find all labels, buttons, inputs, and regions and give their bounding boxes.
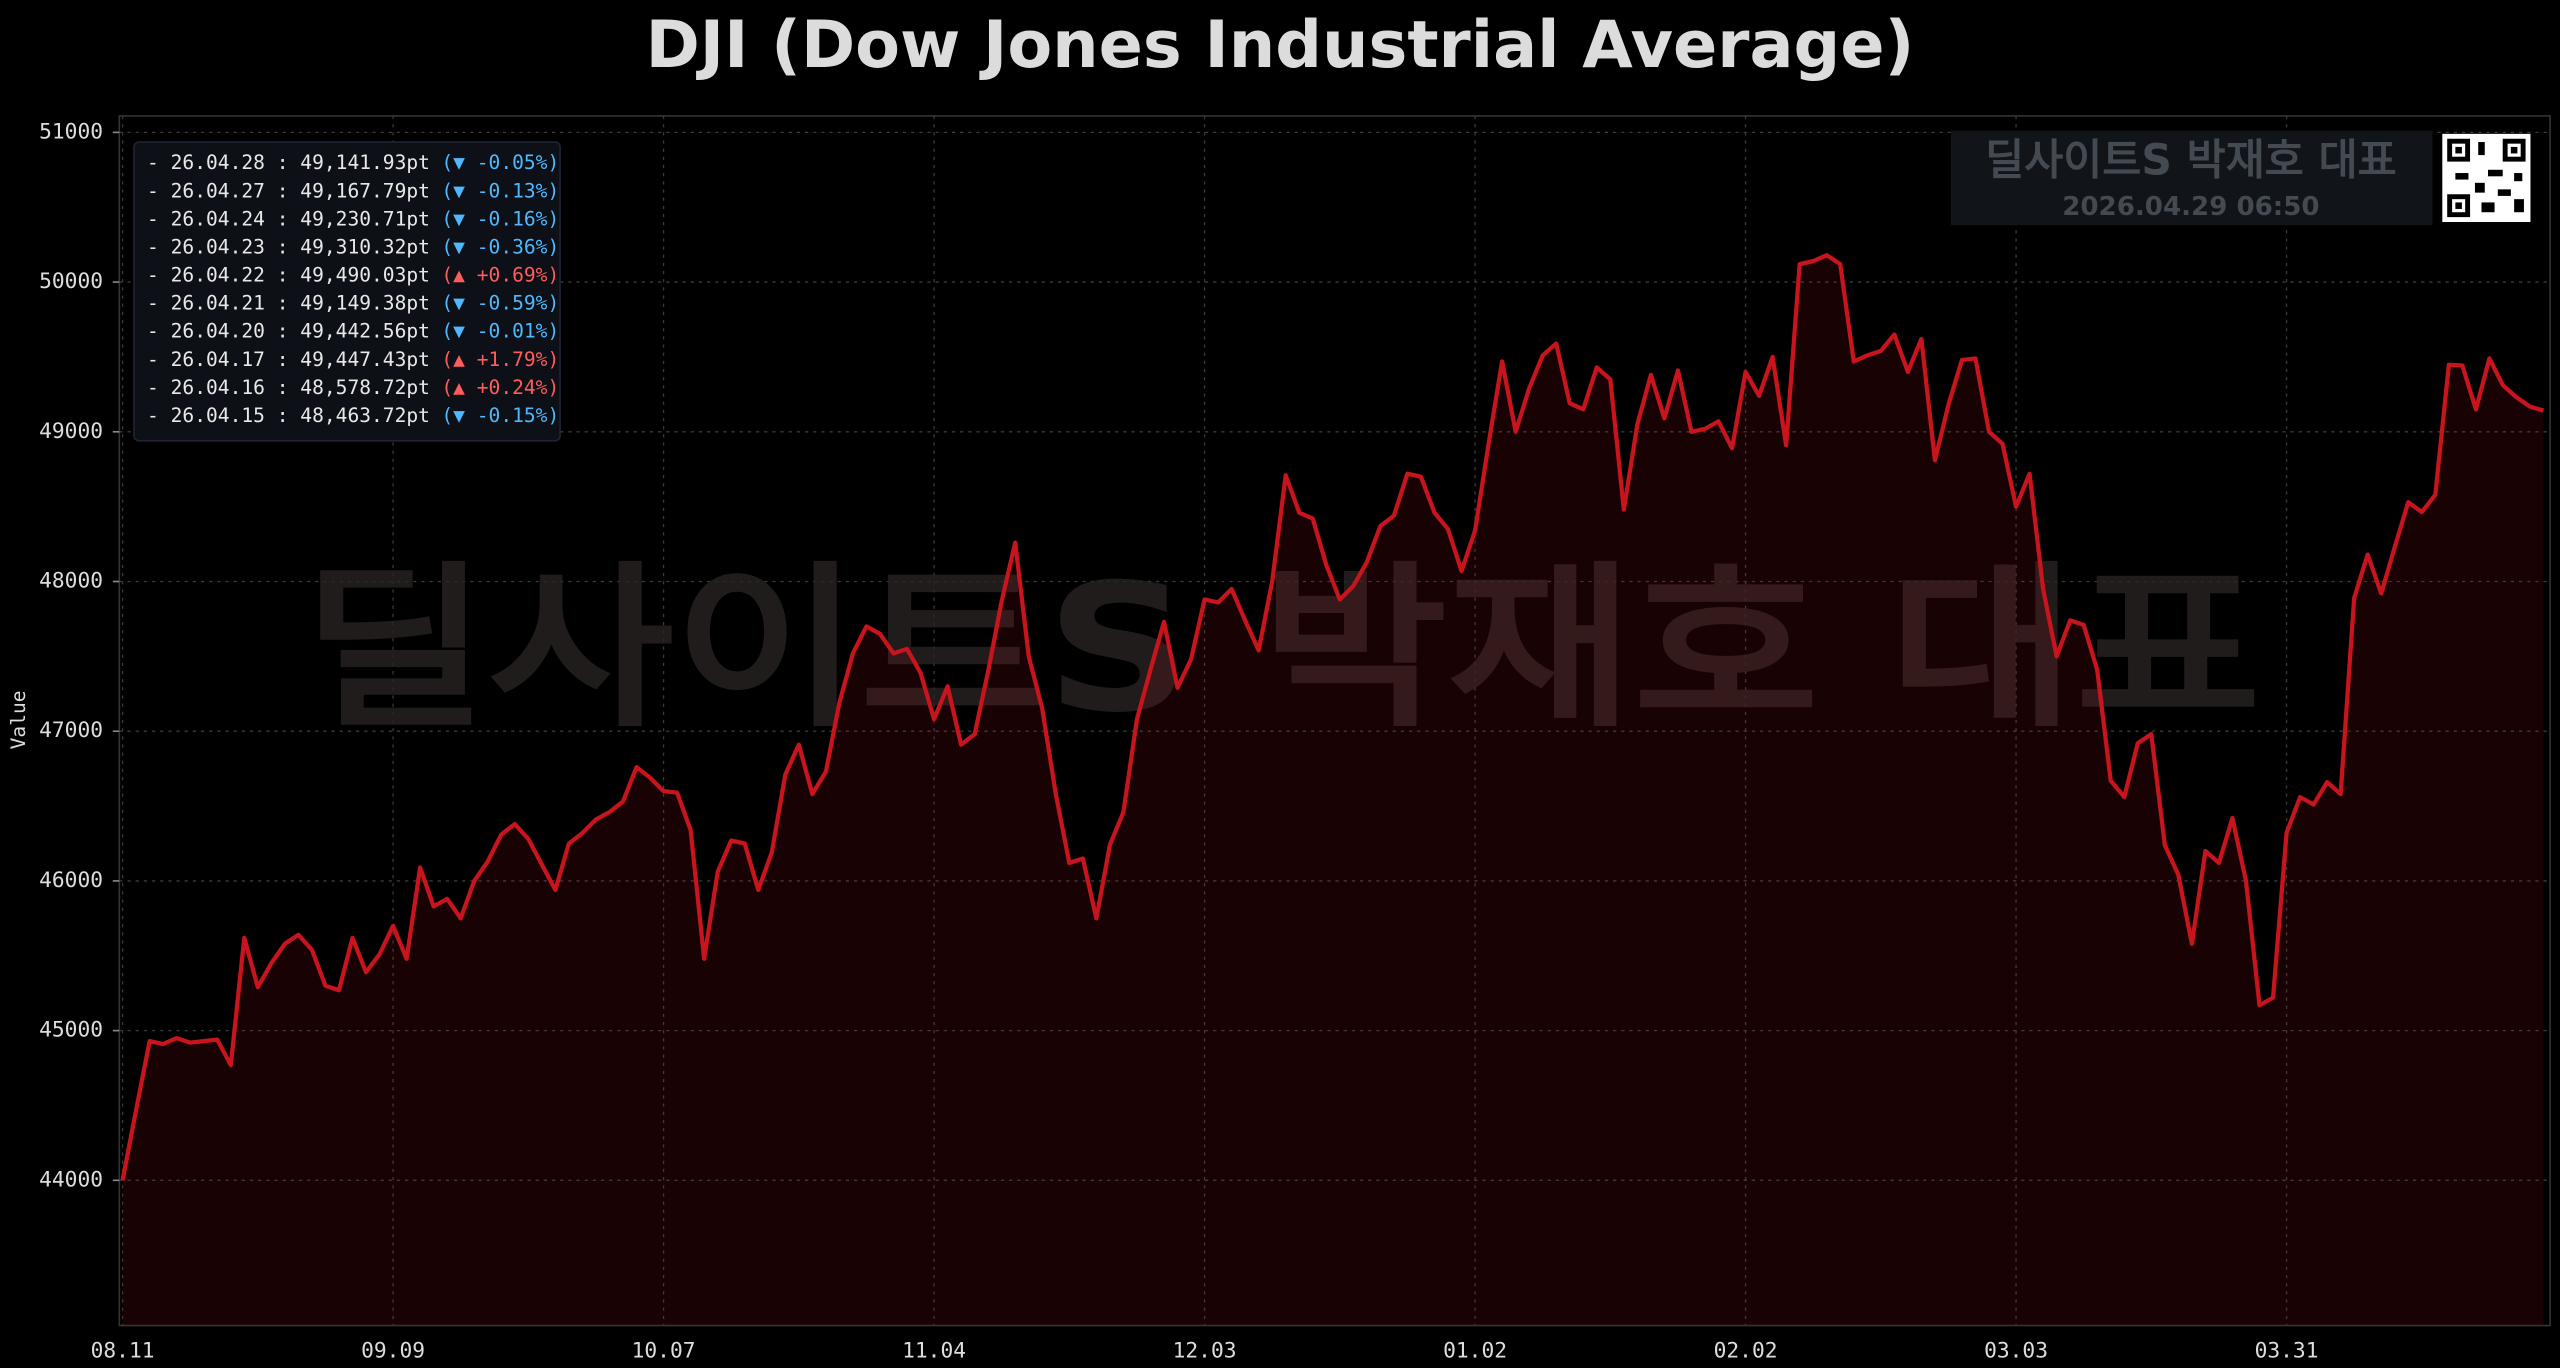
legend-row: - 26.04.22 : 49,490.03pt (▲ +0.69%) — [147, 263, 559, 286]
watermark: 딜사이트S 박재호 대표 — [302, 545, 2261, 751]
stamp-time: 2026.04.29 06:50 — [2062, 192, 2319, 222]
x-tick-label: 12.03 — [1173, 1339, 1237, 1364]
legend-row: - 26.04.27 : 49,167.79pt (▼ -0.13%) — [147, 179, 559, 202]
x-tick-label: 03.03 — [1984, 1339, 2048, 1364]
legend-row: - 26.04.20 : 49,442.56pt (▼ -0.01%) — [147, 319, 559, 342]
y-tick-label: 47000 — [39, 718, 103, 743]
legend-label: - 26.04.17 : 49,447.43pt — [147, 347, 430, 370]
legend-row: - 26.04.24 : 49,230.71pt (▼ -0.16%) — [147, 207, 559, 230]
x-tick-label: 01.02 — [1443, 1339, 1507, 1364]
legend-change: (▼ -0.05%) — [441, 151, 559, 174]
y-tick-label: 48000 — [39, 569, 103, 594]
x-tick-label: 02.02 — [1714, 1339, 1778, 1364]
legend-change: (▼ -0.16%) — [441, 207, 559, 230]
legend-row: - 26.04.16 : 48,578.72pt (▲ +0.24%) — [147, 375, 559, 398]
legend-change: (▲ +1.79%) — [441, 347, 559, 370]
grid: 44000 45000 46000 47000 48000 49000 50000 51000… — [39, 115, 2551, 1364]
x-tick-label: 09.09 — [361, 1339, 425, 1364]
legend-row: - 26.04.21 : 49,149.38pt (▼ -0.59%) — [147, 291, 559, 314]
legend-row: - 26.04.23 : 49,310.32pt (▼ -0.36%) — [147, 235, 559, 258]
x-tick-label: 11.04 — [902, 1339, 966, 1364]
legend-label: - 26.04.24 : 49,230.71pt — [147, 207, 430, 230]
legend-change: (▲ +0.69%) — [441, 263, 559, 286]
x-tick-label: 10.07 — [632, 1339, 696, 1364]
area-fill — [122, 255, 2544, 1326]
legend-row: - 26.04.17 : 49,447.43pt (▲ +1.79%) — [147, 347, 559, 370]
legend-change: (▼ -0.15%) — [441, 403, 559, 426]
y-tick-label: 50000 — [39, 269, 103, 294]
legend-label: - 26.04.20 : 49,442.56pt — [147, 319, 430, 342]
legend-label: - 26.04.22 : 49,490.03pt — [147, 263, 430, 286]
price-line — [120, 253, 2545, 1181]
legend-row: - 26.04.28 : 49,141.93pt (▼ -0.05%) — [147, 151, 559, 174]
y-tick-label: 49000 — [39, 419, 103, 444]
stamp-box — [1950, 130, 2433, 226]
legend-row: - 26.04.15 : 48,463.72pt (▼ -0.15%) — [147, 403, 559, 426]
plot — [120, 253, 2545, 1326]
legend-label: - 26.04.23 : 49,310.32pt — [147, 235, 430, 258]
legend-label: - 26.04.15 : 48,463.72pt — [147, 403, 430, 426]
legend-change: (▼ -0.36%) — [441, 235, 559, 258]
legend-change: (▼ -0.13%) — [441, 179, 559, 202]
x-tick-label: 08.11 — [91, 1339, 155, 1364]
legend-label: - 26.04.16 : 48,578.72pt — [147, 375, 430, 398]
qr-code — [2442, 133, 2531, 223]
y-tick-label: 45000 — [39, 1018, 103, 1043]
legend-label: - 26.04.21 : 49,149.38pt — [147, 291, 430, 314]
legend-label: - 26.04.28 : 49,141.93pt — [147, 151, 430, 174]
legend-label: - 26.04.27 : 49,167.79pt — [147, 179, 430, 202]
y-tick-label: 51000 — [39, 119, 103, 144]
plot-frame — [118, 115, 2551, 1327]
legend-change: (▼ -0.01%) — [441, 319, 559, 342]
y-axis-label: Value — [7, 690, 30, 749]
legend-box — [133, 141, 561, 442]
chart-title: DJI (Dow Jones Industrial Average) — [646, 7, 1915, 83]
y-tick-label: 46000 — [39, 868, 103, 893]
stamp-title: 딜사이트S 박재호 대표 — [1985, 137, 2397, 186]
y-tick-label: 44000 — [39, 1167, 103, 1192]
legend-change: (▲ +0.24%) — [441, 375, 559, 398]
legend-change: (▼ -0.59%) — [441, 291, 559, 314]
x-tick-label: 03.31 — [2255, 1339, 2319, 1364]
legend: - 26.04.28 : 49,141.93pt (▼ -0.05%)- 26.0… — [147, 151, 559, 427]
